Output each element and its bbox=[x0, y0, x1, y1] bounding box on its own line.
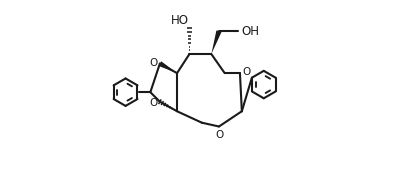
Text: O: O bbox=[149, 58, 158, 68]
Text: O: O bbox=[216, 130, 224, 140]
Text: OH: OH bbox=[241, 25, 259, 38]
Polygon shape bbox=[158, 61, 177, 73]
Text: HO: HO bbox=[170, 14, 188, 27]
Text: O: O bbox=[149, 98, 158, 108]
Text: O: O bbox=[242, 67, 251, 77]
Polygon shape bbox=[211, 30, 221, 54]
